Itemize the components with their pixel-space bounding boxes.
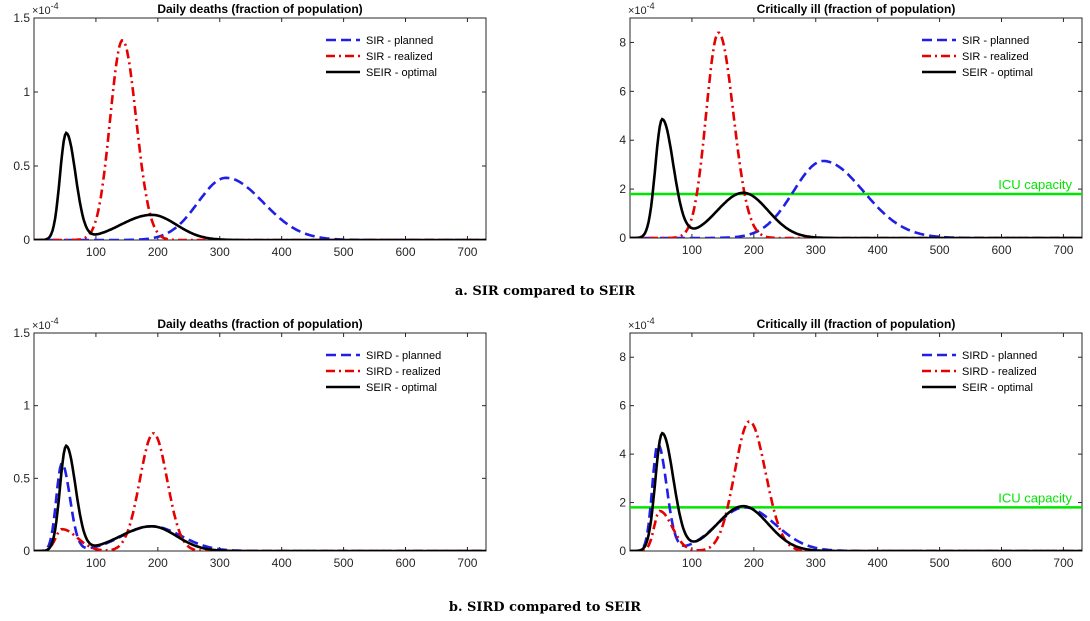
chart-panels: Daily deaths (fraction of population) ×10… (13, 1, 1083, 570)
y-tick-label: 6 (619, 399, 626, 413)
series-line-3 (630, 431, 1082, 551)
x-tick-label: 500 (334, 556, 354, 570)
y-tick-label: 4 (619, 447, 626, 461)
x-tick-label: 500 (930, 243, 950, 257)
legend: SIR - planned SIR - realized SEIR - optima… (326, 35, 437, 79)
x-tick-label: 700 (457, 556, 477, 570)
y-tick-label: 0.5 (13, 471, 30, 485)
x-tick-label: 700 (457, 245, 477, 259)
legend: SIRD - planned SIRD - realized SEIR - opti… (326, 350, 441, 394)
legend-label-1: SIRD - planned (962, 350, 1037, 362)
caption-a: a. SIR compared to SEIR (455, 284, 635, 299)
plot-area (629, 17, 1083, 239)
legend-label-1: SIR - planned (962, 35, 1029, 47)
y-tick-label: 8 (619, 350, 626, 364)
x-tick-label: 700 (1053, 243, 1073, 257)
x-tick-label: 500 (334, 245, 354, 259)
axis-exponent-power: -4 (51, 1, 59, 11)
x-tick-label: 600 (395, 245, 415, 259)
y-tick-label: 2 (619, 496, 626, 510)
plot-area (33, 17, 487, 241)
x-tick-label: 100 (682, 243, 702, 257)
legend-label-2: SIR - realized (962, 51, 1029, 63)
y-tick-label: 1 (23, 85, 30, 99)
y-tick-label: 0 (23, 544, 30, 558)
series-line-1 (34, 176, 486, 240)
icu-capacity-label: ICU capacity (998, 177, 1072, 192)
axis-exponent: ×10-4 (628, 316, 655, 332)
axis-exponent-power: -4 (647, 1, 655, 11)
axis-exponent: ×10-4 (32, 316, 59, 332)
plot-area (629, 332, 1083, 552)
axis-exponent: ×10-4 (628, 1, 655, 17)
legend-label-3: SEIR - optimal (366, 67, 437, 79)
y-tick-label: 1.5 (13, 326, 30, 340)
x-tick-label: 200 (744, 243, 764, 257)
x-tick-label: 300 (806, 556, 826, 570)
x-tick-label: 400 (272, 245, 292, 259)
chart-panel-2: Critically ill (fraction of population) ×… (619, 1, 1083, 257)
legend: SIRD - planned SIRD - realized SEIR - opti… (922, 350, 1037, 394)
y-tick-label: 0 (23, 233, 30, 247)
y-tick-label: 0.5 (13, 159, 30, 173)
series-group (34, 39, 486, 240)
y-tick-label: 1 (23, 399, 30, 413)
x-tick-label: 100 (682, 556, 702, 570)
plot-title: Daily deaths (fraction of population) (157, 317, 362, 331)
x-tick-label: 500 (930, 556, 950, 570)
legend-label-2: SIR - realized (366, 51, 433, 63)
chart-panel-3: Daily deaths (fraction of population) ×10… (13, 316, 487, 570)
x-tick-label: 600 (395, 556, 415, 570)
legend-label-3: SEIR - optimal (366, 382, 437, 394)
x-tick-label: 400 (868, 243, 888, 257)
legend-label-2: SIRD - realized (366, 366, 441, 378)
caption-b: b. SIRD compared to SEIR (449, 600, 641, 615)
x-tick-label: 200 (744, 556, 764, 570)
y-tick-label: 6 (619, 84, 626, 98)
axis-exponent: ×10-4 (32, 1, 59, 17)
x-tick-label: 700 (1053, 556, 1073, 570)
series-group (630, 31, 1082, 238)
series-group (630, 420, 1082, 551)
y-tick-label: 4 (619, 133, 626, 147)
x-tick-label: 300 (210, 245, 230, 259)
y-tick-label: 0 (619, 544, 626, 558)
y-tick-label: 8 (619, 35, 626, 49)
legend-label-1: SIRD - planned (366, 350, 441, 362)
y-tick-label: 2 (619, 182, 626, 196)
y-tick-label: 0 (619, 231, 626, 245)
plot-area (33, 332, 487, 552)
plot-title: Critically ill (fraction of population) (757, 317, 956, 331)
x-tick-label: 300 (210, 556, 230, 570)
plot-title: Critically ill (fraction of population) (757, 2, 956, 16)
legend-label-3: SEIR - optimal (962, 67, 1033, 79)
x-tick-label: 600 (991, 243, 1011, 257)
icu-capacity-label: ICU capacity (998, 490, 1072, 505)
legend-label-3: SEIR - optimal (962, 382, 1033, 394)
x-tick-label: 200 (148, 245, 168, 259)
series-line-2 (630, 420, 1082, 551)
axis-exponent-power: -4 (51, 316, 59, 326)
x-tick-label: 100 (86, 245, 106, 259)
x-tick-label: 600 (991, 556, 1011, 570)
series-line-3 (630, 117, 1082, 238)
legend-label-1: SIR - planned (366, 35, 433, 47)
x-tick-label: 100 (86, 556, 106, 570)
x-tick-label: 300 (806, 243, 826, 257)
chart-panel-1: Daily deaths (fraction of population) ×10… (13, 1, 487, 259)
legend-label-2: SIRD - realized (962, 366, 1037, 378)
x-tick-label: 400 (868, 556, 888, 570)
axis-exponent-power: -4 (647, 316, 655, 326)
series-group (34, 432, 486, 551)
series-line-3 (34, 130, 486, 240)
legend: SIR - planned SIR - realized SEIR - optima… (922, 35, 1033, 79)
y-tick-label: 1.5 (13, 11, 30, 25)
chart-panel-4: Critically ill (fraction of population) ×… (619, 316, 1083, 570)
plot-title: Daily deaths (fraction of population) (157, 2, 362, 16)
x-tick-label: 200 (148, 556, 168, 570)
series-line-3 (34, 443, 486, 551)
x-tick-label: 400 (272, 556, 292, 570)
